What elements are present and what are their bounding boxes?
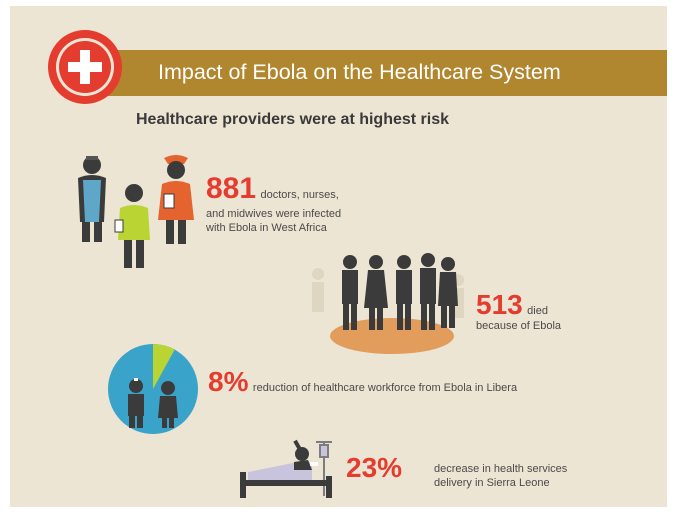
stat-deaths-line1: died (527, 305, 548, 317)
stat-services: 23% (346, 452, 402, 484)
stat-deaths-value: 513 (476, 289, 523, 320)
stat-infected-line1: doctors, nurses, (260, 189, 339, 201)
healthcare-workers-icon (78, 155, 194, 268)
stat-infected-line3: with Ebola in West Africa (206, 222, 327, 234)
stat-deaths: 513 died (476, 289, 548, 321)
workforce-pie-icon (108, 344, 198, 434)
stat-services-value: 23% (346, 452, 403, 483)
stat-workforce-text: reduction of healthcare workforce from E… (252, 382, 518, 394)
stat-workforce-value: 8% (208, 366, 249, 397)
stat-services-line1: decrease in health services (434, 463, 568, 475)
stat-workforce: 8% reduction of healthcare workforce fro… (208, 366, 517, 398)
title-banner: Impact of Ebola on the Healthcare System (94, 50, 667, 96)
page-title: Impact of Ebola on the Healthcare System (158, 60, 561, 84)
hospital-bed-patient-icon (240, 439, 332, 498)
stat-infected: 881 doctors, nurses, (206, 172, 339, 206)
subtitle: Healthcare providers were at highest ris… (136, 111, 450, 128)
infographic-canvas: Impact of Ebola on the Healthcare System… (10, 6, 667, 507)
red-cross-icon (48, 30, 122, 104)
stat-infected-line2: and midwives were infected (206, 208, 342, 220)
stat-deaths-line2: because of Ebola (476, 320, 562, 332)
group-deaths-icon (312, 253, 464, 354)
stat-services-line2: delivery in Sierra Leone (434, 477, 550, 489)
stat-infected-value: 881 (206, 172, 257, 205)
